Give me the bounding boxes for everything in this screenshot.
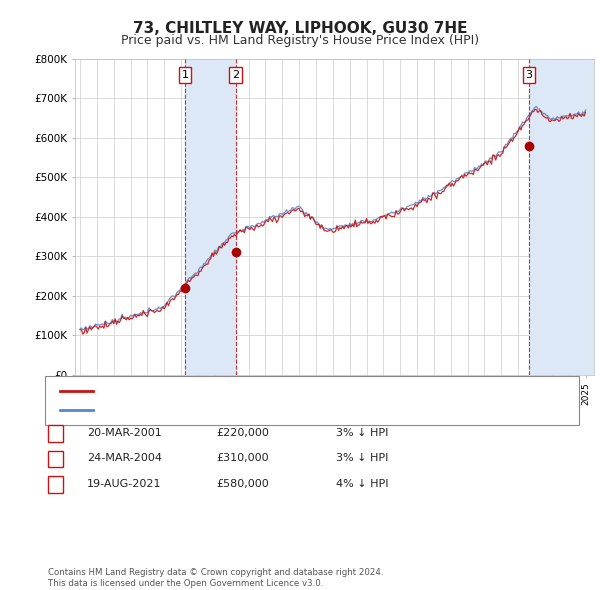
Text: £220,000: £220,000	[216, 428, 269, 438]
Text: Contains HM Land Registry data © Crown copyright and database right 2024.
This d: Contains HM Land Registry data © Crown c…	[48, 568, 383, 588]
Text: £310,000: £310,000	[216, 453, 269, 463]
Bar	[529, 59, 594, 375]
Bar	[185, 59, 236, 375]
Text: 2: 2	[232, 70, 239, 80]
Text: HPI: Average price, detached house, East Hampshire: HPI: Average price, detached house, East…	[99, 405, 374, 415]
Text: 3% ↓ HPI: 3% ↓ HPI	[336, 453, 388, 463]
Text: 1: 1	[52, 428, 59, 438]
Text: £580,000: £580,000	[216, 478, 269, 489]
Text: 4% ↓ HPI: 4% ↓ HPI	[336, 478, 389, 489]
Text: 3% ↓ HPI: 3% ↓ HPI	[336, 428, 388, 438]
Text: 73, CHILTLEY WAY, LIPHOOK, GU30 7HE (detached house): 73, CHILTLEY WAY, LIPHOOK, GU30 7HE (det…	[99, 386, 398, 396]
Text: 19-AUG-2021: 19-AUG-2021	[87, 478, 161, 489]
Text: 3: 3	[52, 478, 59, 489]
Text: 20-MAR-2001: 20-MAR-2001	[87, 428, 162, 438]
Text: Price paid vs. HM Land Registry's House Price Index (HPI): Price paid vs. HM Land Registry's House …	[121, 34, 479, 47]
Text: 3: 3	[526, 70, 532, 80]
Text: 2: 2	[52, 453, 59, 463]
Text: 73, CHILTLEY WAY, LIPHOOK, GU30 7HE: 73, CHILTLEY WAY, LIPHOOK, GU30 7HE	[133, 21, 467, 35]
Text: 24-MAR-2004: 24-MAR-2004	[87, 453, 162, 463]
Text: 1: 1	[181, 70, 188, 80]
